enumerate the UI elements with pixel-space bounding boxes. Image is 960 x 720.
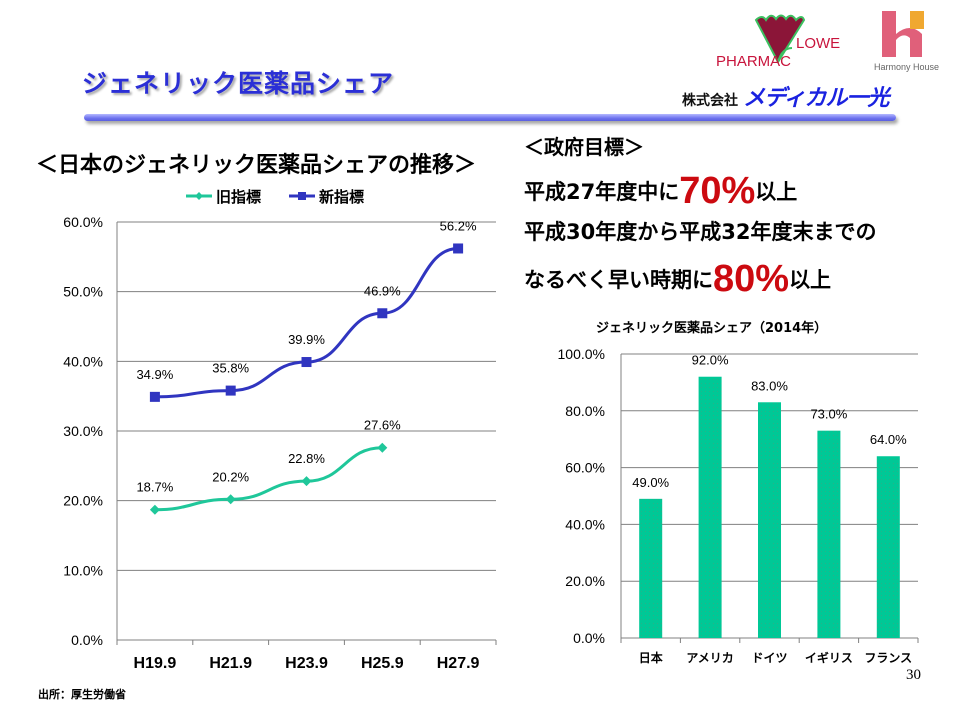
data-point-square: [301, 357, 312, 368]
bar-chart-title: ジェネリック医薬品シェア（2014年）: [596, 321, 828, 336]
page-number: 30: [906, 667, 921, 683]
line-series-path: [154, 446, 383, 512]
company-name: 株式会社 メディカル一光: [682, 80, 890, 112]
target-line-2: 平成30年度から平成32年度末までの: [524, 220, 877, 244]
target-line-1: 平成27年度中に70%以上: [524, 170, 797, 213]
data-point-square: [453, 243, 464, 254]
data-point-square: [377, 308, 388, 319]
data-label: 46.9%: [364, 283, 401, 298]
company-brand: メディカル一光: [743, 86, 889, 111]
bar-chart: 0.0% 20.0% 40.0% 60.0% 80.0% 100.0% 日本 アメリカ ドイツ イ…: [558, 346, 919, 665]
data-label: 18.7%: [136, 480, 173, 495]
data-label: 39.9%: [288, 332, 325, 347]
target-line-3-post: 以上: [789, 268, 832, 292]
slide-title: ジェネリック医薬品シェア: [82, 69, 395, 98]
government-target-heading: ＜政府目標＞: [524, 135, 644, 159]
pharmacy-logo-left: PHARMAC: [716, 53, 791, 70]
bar-chart-y-tick-label: 80.0%: [565, 403, 605, 419]
data-label: 20.2%: [212, 469, 249, 484]
line-chart-y-tick-label: 0.0%: [71, 632, 103, 648]
bar-data-label: 49.0%: [632, 475, 669, 490]
company-prefix: 株式会社: [682, 93, 738, 109]
data-label: 56.2%: [440, 218, 477, 233]
line-chart-y-tick-label: 60.0%: [63, 214, 103, 230]
bar-3: [817, 430, 841, 638]
bar-2: [758, 402, 781, 638]
target-line-1-post: 以上: [755, 180, 798, 204]
line-chart-y-tick-label: 30.0%: [63, 423, 103, 439]
flower-icon: [754, 14, 806, 65]
data-label: 27.6%: [364, 418, 401, 433]
pharmacy-logo-right: LOWER: [796, 35, 841, 52]
bar-chart-y-tick-label: 40.0%: [565, 516, 605, 532]
target-line-1-pre: 平成27年度中に: [524, 180, 680, 204]
line-chart-x-tick-label: H25.9: [361, 655, 404, 672]
legend-square-marker-icon: [298, 192, 306, 200]
target-80-percent: 80%: [713, 258, 790, 300]
bar-data-label: 83.0%: [751, 378, 788, 393]
bar-data-label: 73.0%: [810, 407, 847, 422]
bar-chart-x-tick-label: 日本: [639, 650, 663, 665]
data-point-square: [225, 385, 236, 396]
line-chart-y-tick-label: 20.0%: [63, 493, 103, 509]
data-point-diamond: [377, 442, 388, 453]
line-chart-y-tick-label: 10.0%: [63, 562, 103, 578]
line-series-0: 18.7% 20.2% 22.8% 27.6%: [136, 418, 401, 515]
line-chart-x-tick-label: H19.9: [134, 655, 177, 672]
legend-diamond-marker-icon: [195, 192, 203, 200]
line-chart-x-tick-label: H27.9: [437, 655, 480, 672]
line-chart-y-tick-label: 40.0%: [63, 353, 103, 369]
pharmacy-flower-logo: PHARMAC LOWER: [716, 14, 841, 70]
target-70-percent: 70%: [679, 170, 756, 212]
line-chart-x-tick-label: H21.9: [209, 655, 252, 672]
bar-4: [876, 456, 900, 638]
bar-chart-x-tick-label: ドイツ: [751, 651, 787, 665]
bar-chart-y-tick-label: 100.0%: [558, 346, 605, 362]
target-line-3: なるべく早い時期に80%以上: [524, 258, 831, 301]
bar-0: [639, 498, 663, 638]
harmony-h-icon: [882, 11, 896, 57]
bar-chart-x-tick-label: フランス: [864, 651, 912, 665]
title-underline: [84, 114, 896, 121]
harmony-house-logo: Harmony House: [874, 11, 939, 72]
data-point-diamond: [301, 476, 312, 487]
data-label: 34.9%: [136, 367, 173, 382]
line-chart-legend: 旧指標 新指標: [186, 188, 364, 206]
legend-label: 旧指標: [216, 188, 261, 206]
data-point-diamond: [225, 494, 236, 505]
line-chart-y-tick-label: 50.0%: [63, 284, 103, 300]
target-line-3-pre: なるべく早い時期に: [524, 268, 713, 292]
bar-data-label: 64.0%: [870, 432, 907, 447]
source-note: 出所：厚生労働省: [38, 688, 126, 701]
legend-label: 新指標: [319, 188, 364, 206]
data-point-square: [149, 391, 160, 402]
bar-chart-x-tick-label: アメリカ: [686, 651, 733, 665]
line-series-path: [154, 246, 459, 399]
data-point-diamond: [149, 504, 160, 515]
bar-1: [698, 376, 722, 638]
data-label: 22.8%: [288, 451, 325, 466]
bar-chart-y-tick-label: 0.0%: [573, 630, 605, 646]
line-series-1: 34.9% 35.8% 39.9% 46.9% 56.2%: [136, 218, 477, 402]
line-chart-title: ＜日本のジェネリック医薬品シェアの推移＞: [36, 153, 477, 178]
bar-chart-y-tick-label: 20.0%: [565, 573, 605, 589]
line-chart: 旧指標 新指標 0.0% 10.0% 20.0% 30.0% 40.0% 50.0% 60.0…: [63, 188, 497, 672]
bar-data-label: 92.0%: [692, 353, 729, 368]
harmony-logo-text: Harmony House: [874, 62, 939, 72]
bar-chart-x-tick-label: イギリス: [805, 650, 853, 665]
line-chart-x-tick-label: H23.9: [285, 655, 328, 672]
bar-chart-y-tick-label: 60.0%: [565, 460, 605, 476]
data-label: 35.8%: [212, 361, 249, 376]
